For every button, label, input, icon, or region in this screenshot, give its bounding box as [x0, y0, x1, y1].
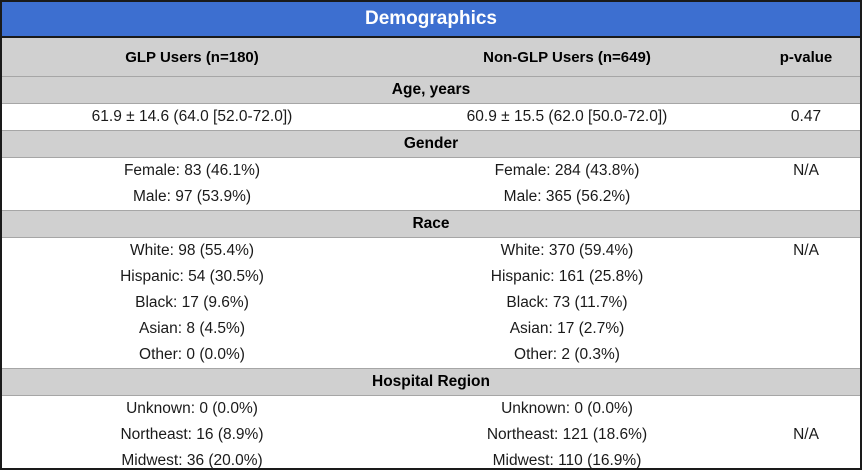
table-title: Demographics [2, 2, 860, 38]
table-body: Age, years 61.9 ± 14.6 (64.0 [52.0-72.0])… [2, 76, 860, 469]
non-glp-cell: Midwest: 110 (16.9%) [492, 452, 642, 469]
glp-cell: Asian: 8 (4.5%) [139, 320, 245, 337]
section-header: Age, years [2, 76, 860, 104]
glp-cell: White: 98 (55.4%) [129, 242, 255, 259]
table-row: Hispanic: 54 (30.5%) Hispanic: 161 (25.8%… [2, 264, 860, 290]
header-non-glp-users: Non-GLP Users (n=649) [483, 48, 651, 66]
p-value-cell: 0.47 [790, 108, 822, 125]
glp-cell: Black: 17 (9.6%) [135, 294, 249, 311]
non-glp-cell: White: 370 (59.4%) [500, 242, 634, 259]
non-glp-cell: Unknown: 0 (0.0%) [501, 400, 633, 417]
non-glp-cell: Male: 365 (56.2%) [503, 188, 631, 205]
table-row: Black: 17 (9.6%) Black: 73 (11.7%) [2, 290, 860, 316]
glp-cell: Unknown: 0 (0.0%) [126, 400, 258, 417]
table-row: Asian: 8 (4.5%) Asian: 17 (2.7%) [2, 316, 860, 342]
glp-cell: Northeast: 16 (8.9%) [120, 426, 264, 443]
non-glp-cell: Female: 284 (43.8%) [494, 162, 640, 179]
glp-cell: Hispanic: 54 (30.5%) [120, 268, 264, 285]
non-glp-cell: Hispanic: 161 (25.8%) [490, 268, 644, 285]
non-glp-cell: Northeast: 121 (18.6%) [486, 426, 648, 443]
p-value-cell: N/A [793, 162, 819, 179]
table-row: White: 98 (55.4%) White: 370 (59.4%) N/A [2, 238, 860, 264]
section-header: Hospital Region [2, 368, 860, 396]
glp-cell: Male: 97 (53.9%) [132, 188, 252, 205]
table-row: Male: 97 (53.9%) Male: 365 (56.2%) [2, 184, 860, 210]
section-header: Race [2, 210, 860, 238]
table-row: Other: 0 (0.0%) Other: 2 (0.3%) [2, 342, 860, 368]
table-row: Unknown: 0 (0.0%) Unknown: 0 (0.0%) [2, 396, 860, 422]
p-value-cell: N/A [793, 426, 819, 443]
non-glp-cell: Black: 73 (11.7%) [506, 294, 628, 311]
table-row: Female: 83 (46.1%) Female: 284 (43.8%) N/A [2, 158, 860, 184]
glp-cell: 61.9 ± 14.6 (64.0 [52.0-72.0]) [91, 108, 293, 125]
p-value-cell: N/A [793, 242, 819, 259]
table-row: Midwest: 36 (20.0%) Midwest: 110 (16.9%) [2, 448, 860, 469]
header-p-value: p-value [779, 48, 833, 66]
column-header-row: GLP Users (n=180) Non-GLP Users (n=649) … [2, 38, 860, 76]
non-glp-cell: Asian: 17 (2.7%) [509, 320, 625, 337]
header-glp-users: GLP Users (n=180) [125, 48, 259, 66]
section-header: Gender [2, 130, 860, 158]
glp-cell: Other: 0 (0.0%) [139, 346, 245, 363]
non-glp-cell: 60.9 ± 15.5 (62.0 [50.0-72.0]) [466, 108, 668, 125]
table-row: Northeast: 16 (8.9%) Northeast: 121 (18.6… [2, 422, 860, 448]
non-glp-cell: Other: 2 (0.3%) [514, 346, 620, 363]
glp-cell: Female: 83 (46.1%) [123, 162, 261, 179]
table-row: 61.9 ± 14.6 (64.0 [52.0-72.0]) 60.9 ± 15.… [2, 104, 860, 130]
glp-cell: Midwest: 36 (20.0%) [121, 452, 263, 469]
